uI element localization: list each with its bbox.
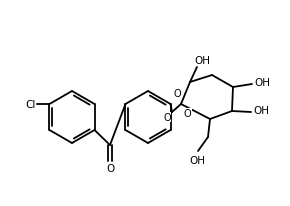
Text: OH: OH — [194, 56, 210, 66]
Text: OH: OH — [189, 155, 205, 165]
Text: OH: OH — [254, 78, 270, 88]
Text: Cl: Cl — [25, 99, 36, 109]
Text: O: O — [163, 112, 171, 122]
Text: OH: OH — [253, 105, 269, 115]
Text: O: O — [106, 163, 114, 173]
Text: O: O — [184, 109, 191, 119]
Text: O: O — [174, 89, 181, 98]
